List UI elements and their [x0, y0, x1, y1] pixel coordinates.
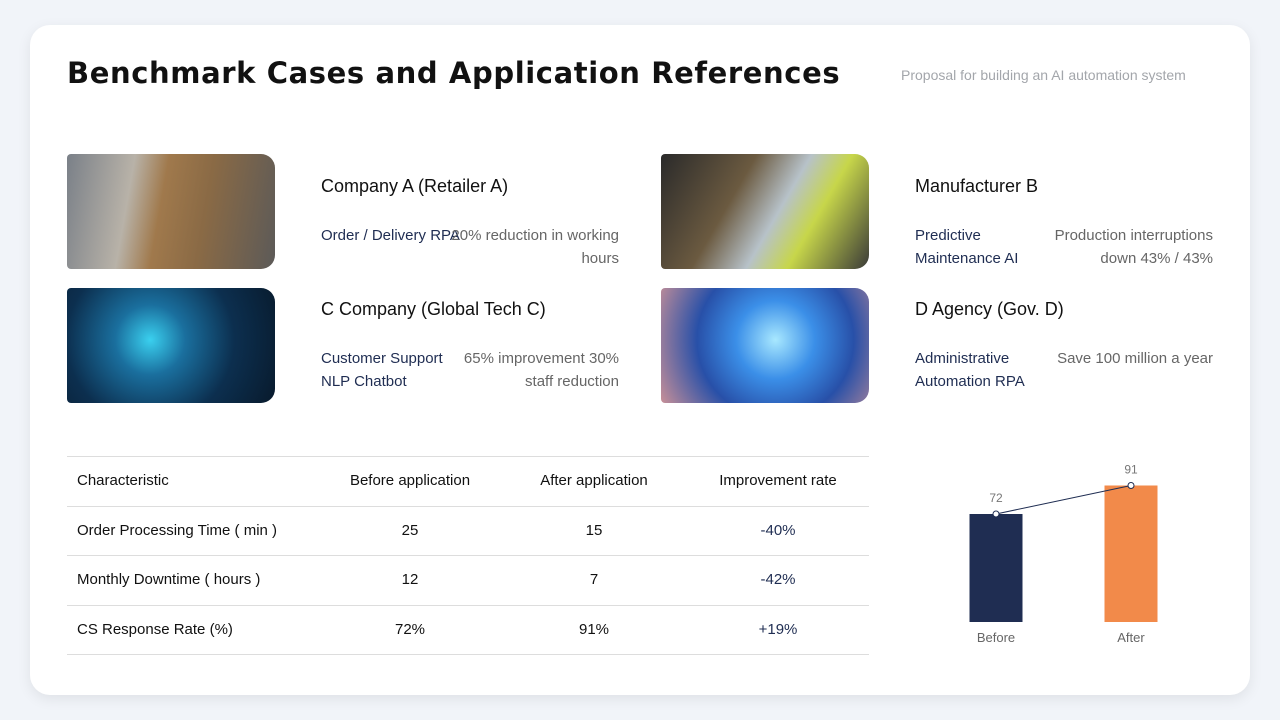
subtitle: Proposal for building an AI automation s… — [901, 67, 1186, 83]
x-label: Before — [977, 630, 1015, 645]
chart: Before 72 After 91 — [969, 463, 1158, 645]
table-rule — [67, 456, 869, 457]
case-application: Predictive Maintenance AI — [915, 227, 1019, 267]
case-image — [661, 154, 869, 269]
table-rule — [67, 604, 869, 606]
case-result: Production interruptions down 43% / 43% — [1054, 227, 1213, 267]
value-label: 91 — [1124, 463, 1138, 477]
case-result: 65% improvement 30% staff reduction — [463, 350, 619, 390]
table-cell: 25 — [401, 521, 419, 539]
case-result: 20% reduction in working hours — [451, 227, 619, 267]
case-image — [67, 154, 275, 269]
trend-line — [995, 485, 1132, 515]
case-name: C Company (Global Tech C) — [321, 299, 546, 319]
x-label: After — [1117, 630, 1145, 645]
table-cell: 91% — [578, 620, 610, 638]
table-rule — [67, 505, 869, 507]
trend-point — [1127, 482, 1135, 489]
table-cell: CS Response Rate (%) — [77, 620, 233, 638]
bar — [969, 514, 1023, 622]
value-label: 72 — [989, 491, 1003, 505]
case-application: Customer Support NLP Chatbot — [321, 350, 443, 390]
table-cell: +19% — [758, 620, 798, 638]
table-rule — [67, 654, 869, 655]
table-cell: 12 — [401, 571, 419, 588]
table-cell: Order Processing Time ( min ) — [77, 521, 278, 539]
table-header: After application — [540, 472, 648, 489]
table-cell: Monthly Downtime ( hours ) — [77, 571, 261, 588]
case-name: Company A (Retailer A) — [321, 176, 509, 196]
table-header: Before application — [349, 472, 471, 489]
case-result: Save 100 million a year — [1057, 350, 1213, 367]
table-cell: -42% — [760, 571, 796, 588]
case-image — [67, 288, 275, 403]
table-cell: 15 — [585, 521, 603, 539]
table-header: Improvement rate — [719, 472, 837, 489]
case-name: D Agency (Gov. D) — [915, 299, 1064, 319]
bar — [1104, 485, 1158, 622]
case-application: Administrative Automation RPA — [915, 350, 1025, 390]
table-cell: 72% — [394, 620, 426, 638]
table-cell: 7 — [589, 571, 599, 588]
title: Benchmark Cases and Application Referenc… — [67, 56, 841, 90]
table-cell: -40% — [760, 521, 796, 539]
table-rule — [67, 555, 869, 556]
case-image — [661, 288, 869, 403]
table-header: Characteristic — [77, 472, 169, 489]
trend-point — [992, 510, 1000, 518]
case-name: Manufacturer B — [915, 176, 1039, 196]
case-application: Order / Delivery RPA — [321, 227, 460, 244]
